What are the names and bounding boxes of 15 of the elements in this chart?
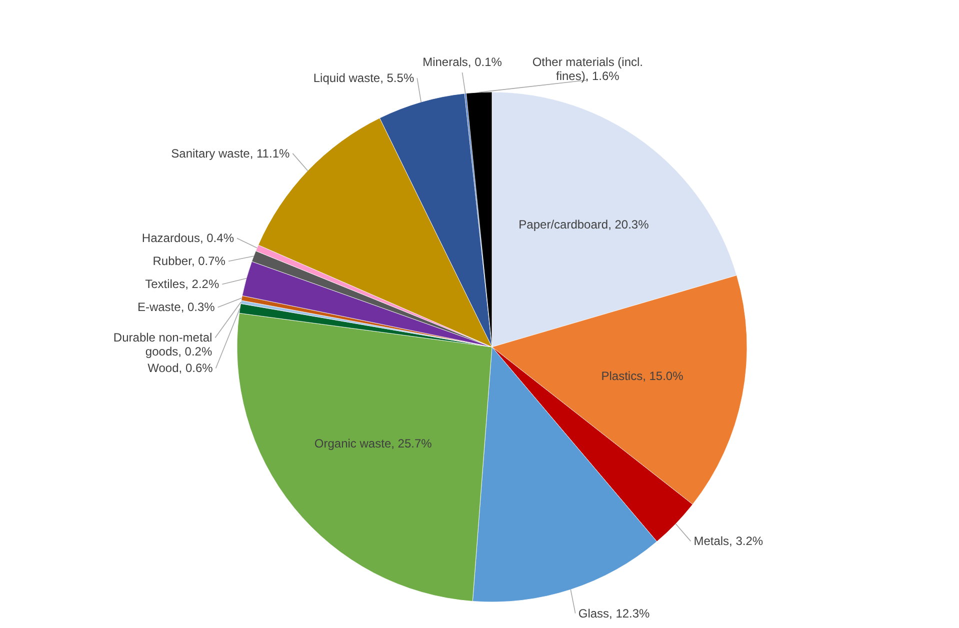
slice-label: Liquid waste, 5.5% [313, 71, 414, 86]
slice-label: Other materials (incl. fines), 1.6% [532, 55, 644, 83]
slice-label: Paper/cardboard, 20.3% [518, 218, 650, 232]
slice-label: Glass, 12.3% [578, 606, 650, 620]
slice-label: E-waste, 0.3% [137, 300, 216, 314]
slice-label: Organic waste, 25.7% [314, 436, 432, 450]
slice-label: Sanitary waste, 11.1% [171, 146, 290, 160]
slice-label: Hazardous, 0.4% [142, 231, 234, 246]
slice-label: Plastics, 15.0% [601, 368, 684, 383]
slice-label: Metals, 3.2% [694, 534, 764, 548]
slice-label: Wood, 0.6% [148, 361, 214, 376]
slice-label: Rubber, 0.7% [152, 254, 226, 268]
slice-label: Textiles, 2.2% [145, 277, 220, 292]
slice-label: Minerals, 0.1% [422, 55, 502, 69]
slice-label: Durable non-metal goods, 0.2% [113, 330, 212, 359]
